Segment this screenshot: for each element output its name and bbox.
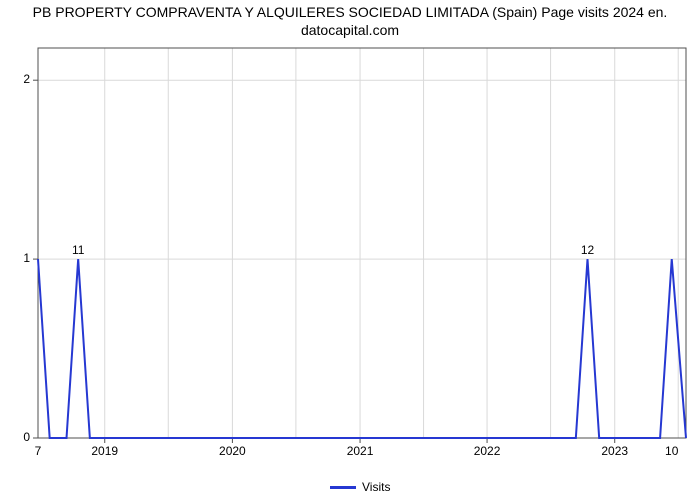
value-label: 10 (657, 444, 687, 458)
y-tick-label: 1 (10, 251, 30, 265)
x-tick-label: 2021 (335, 444, 385, 458)
y-tick-label: 2 (10, 72, 30, 86)
value-label: 11 (63, 243, 93, 257)
x-tick-label: 2020 (207, 444, 257, 458)
y-tick-label: 0 (10, 430, 30, 444)
legend: Visits (330, 480, 390, 494)
chart-container: { "title_line1": "PB PROPERTY COMPRAVENT… (0, 0, 700, 500)
legend-label: Visits (362, 480, 390, 494)
value-label: 12 (573, 243, 603, 257)
x-tick-label: 2022 (462, 444, 512, 458)
x-tick-label: 2019 (80, 444, 130, 458)
value-label: 7 (23, 444, 53, 458)
x-tick-label: 2023 (590, 444, 640, 458)
legend-swatch (330, 486, 356, 489)
